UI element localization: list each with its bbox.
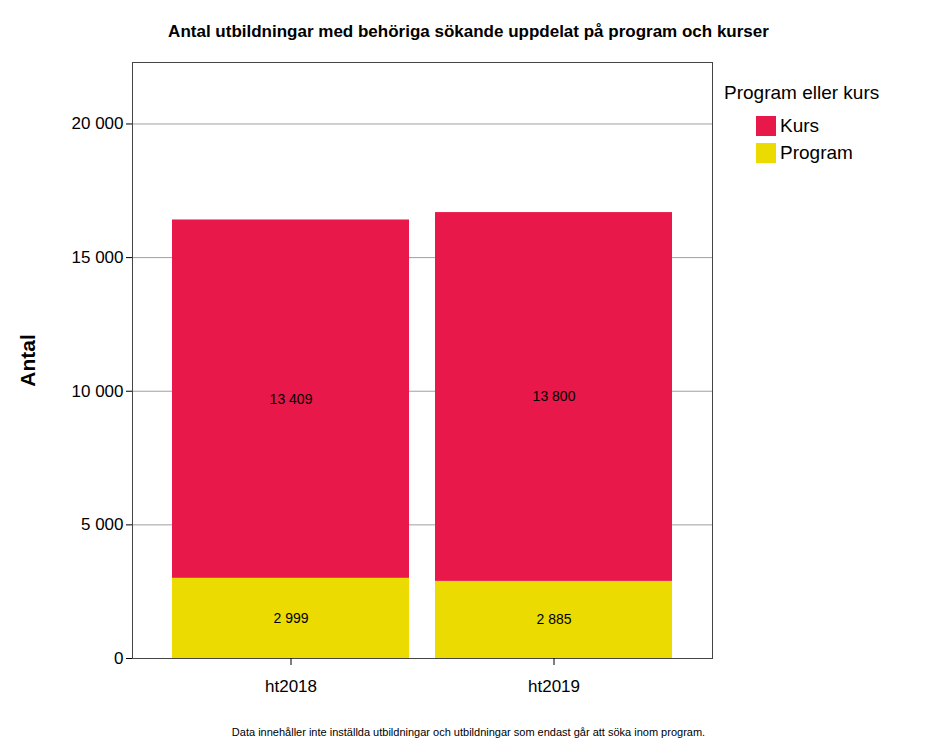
- svg-text:Antal: Antal: [16, 334, 39, 387]
- html-text:Program eller kurs: Program eller kurs: [724, 82, 880, 103]
- svg-text:15 000: 15 000: [72, 248, 124, 267]
- svg-text:5 000: 5 000: [81, 515, 124, 534]
- svg-text:2 999: 2 999: [273, 610, 308, 626]
- html-text:Program: Program: [780, 141, 853, 163]
- html-text:Antal utbildningar med behörig: Antal utbildningar med behöriga sökande …: [168, 22, 769, 41]
- svg-text:13 800: 13 800: [533, 388, 576, 404]
- svg-text:20 000: 20 000: [72, 114, 124, 133]
- svg-text:ht2018: ht2018: [265, 677, 317, 696]
- svg-text:13 409: 13 409: [270, 391, 313, 407]
- html-text:Data innehåller inte inställda: Data innehåller inte inställda utbildnin…: [231, 726, 706, 738]
- svg-text:0: 0: [114, 649, 123, 668]
- svg-text:10 000: 10 000: [72, 382, 124, 401]
- html-text:Kurs: Kurs: [780, 114, 820, 136]
- svg-text:2 885: 2 885: [536, 611, 571, 627]
- svg-text:ht2019: ht2019: [528, 677, 580, 696]
